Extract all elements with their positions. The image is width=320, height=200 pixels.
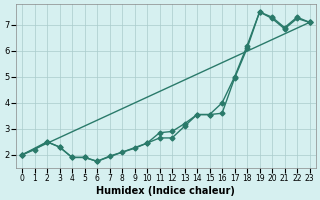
X-axis label: Humidex (Indice chaleur): Humidex (Indice chaleur) (96, 186, 235, 196)
